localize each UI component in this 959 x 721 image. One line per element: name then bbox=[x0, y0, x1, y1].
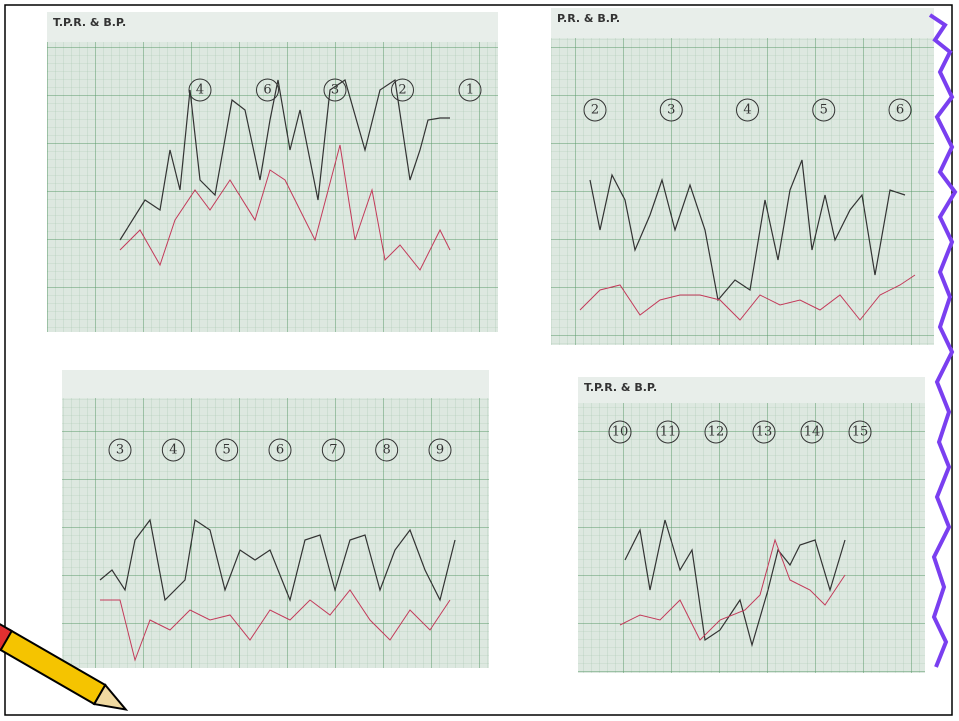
circled-number: 9 bbox=[436, 443, 444, 458]
circled-number: 6 bbox=[896, 103, 904, 118]
photo bbox=[47, 12, 498, 332]
circled-number: 2 bbox=[591, 103, 599, 118]
photo bbox=[551, 8, 934, 345]
circled-number: 6 bbox=[263, 83, 271, 98]
circled-number: 14 bbox=[804, 425, 821, 440]
photo-header: T.P.R. & B.P. bbox=[584, 381, 657, 394]
circled-number: 13 bbox=[756, 425, 773, 440]
circled-number: 3 bbox=[116, 443, 124, 458]
photo bbox=[62, 370, 489, 668]
circled-number: 7 bbox=[329, 443, 337, 458]
circled-number: 3 bbox=[331, 83, 339, 98]
photo-header: P.R. & B.P. bbox=[557, 12, 620, 25]
circled-number: 5 bbox=[223, 443, 231, 458]
circled-number: 4 bbox=[743, 103, 751, 118]
circled-number: 4 bbox=[169, 443, 177, 458]
photo bbox=[578, 377, 925, 673]
circled-number: 2 bbox=[398, 83, 406, 98]
circled-number: 5 bbox=[820, 103, 828, 118]
circled-number: 4 bbox=[196, 83, 204, 98]
slide: T.P.R. & B.P. 4 6 3 2 1 P.R. & B.P. 2 3 4 5 6 3 4 5 6 7 8… bbox=[0, 0, 959, 721]
circled-number: 3 bbox=[667, 103, 675, 118]
photo-header: T.P.R. & B.P. bbox=[53, 16, 126, 29]
circled-number: 8 bbox=[383, 443, 391, 458]
circled-number: 10 bbox=[612, 425, 629, 440]
circled-number: 11 bbox=[660, 425, 677, 440]
circled-number: 6 bbox=[276, 443, 284, 458]
circled-number: 1 bbox=[466, 83, 474, 98]
circled-number: 12 bbox=[708, 425, 725, 440]
circled-number: 15 bbox=[852, 425, 869, 440]
